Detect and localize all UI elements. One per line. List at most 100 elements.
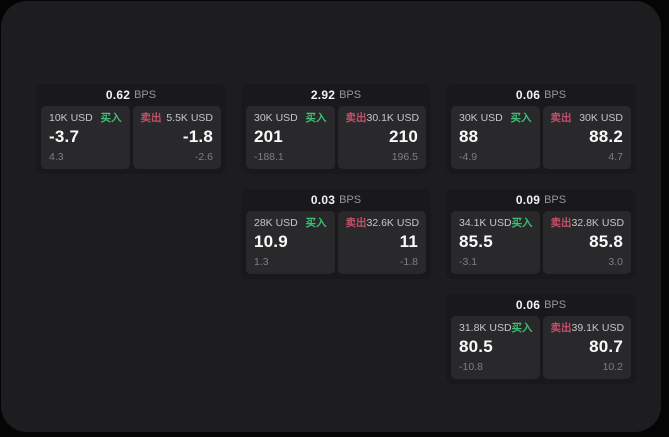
bps-value: 0.06 bbox=[515, 88, 541, 102]
sell-badge: 卖出 bbox=[550, 322, 572, 334]
buy-badge: 买入 bbox=[100, 112, 122, 124]
buy-delta: 1.3 bbox=[254, 256, 269, 268]
sell-delta: 196.5 bbox=[391, 151, 418, 163]
quote-card[interactable]: 0.62 BPS 10K USD 买入 -3.7 4.3 卖出 5.5K USD… bbox=[36, 84, 226, 174]
buy-price: 85.5 bbox=[459, 232, 493, 251]
card-body: 30K USD 买入 201 -188.1 卖出 30.1K USD 210 1… bbox=[241, 106, 431, 174]
buy-delta: -188.1 bbox=[254, 151, 284, 163]
quote-card[interactable]: 2.92 BPS 30K USD 买入 201 -188.1 卖出 30.1K … bbox=[241, 84, 431, 174]
buy-price: 88 bbox=[459, 127, 479, 146]
buy-tile-header: 10K USD 买入 bbox=[49, 112, 122, 125]
buy-badge: 买入 bbox=[511, 322, 533, 334]
sell-delta: 3.0 bbox=[608, 256, 623, 268]
buy-quote-tile[interactable]: 10K USD 买入 -3.7 4.3 bbox=[41, 106, 130, 169]
buy-delta: -3.1 bbox=[459, 256, 478, 268]
buy-quote-tile[interactable]: 30K USD 买入 201 -188.1 bbox=[246, 106, 335, 169]
buy-badge: 买入 bbox=[511, 217, 533, 229]
bps-value: 0.62 bbox=[105, 88, 131, 102]
quote-card[interactable]: 0.03 BPS 28K USD 买入 10.9 1.3 卖出 32.6K US… bbox=[241, 189, 431, 279]
buy-price: 201 bbox=[254, 127, 283, 146]
sell-tile-header: 卖出 32.6K USD bbox=[345, 217, 420, 230]
sell-amount: 30K USD bbox=[579, 112, 623, 124]
sell-amount: 5.5K USD bbox=[166, 112, 213, 124]
buy-amount: 28K USD bbox=[254, 217, 298, 229]
quote-card[interactable]: 0.06 BPS 30K USD 买入 88 -4.9 卖出 30K USD 8… bbox=[446, 84, 636, 174]
buy-quote-tile[interactable]: 31.8K USD 买入 80.5 -10.8 bbox=[451, 316, 540, 379]
sell-price: -1.8 bbox=[182, 127, 213, 146]
bps-unit: BPS bbox=[544, 194, 567, 206]
card-header: 0.62 BPS bbox=[36, 84, 226, 106]
buy-delta: -10.8 bbox=[459, 361, 483, 373]
sell-price: 210 bbox=[389, 127, 418, 146]
buy-tile-header: 30K USD 买入 bbox=[459, 112, 532, 125]
bps-value: 0.06 bbox=[515, 298, 541, 312]
bps-unit: BPS bbox=[339, 194, 362, 206]
sell-badge: 卖出 bbox=[140, 112, 162, 124]
sell-badge: 卖出 bbox=[345, 217, 367, 229]
buy-quote-tile[interactable]: 28K USD 买入 10.9 1.3 bbox=[246, 211, 335, 274]
buy-tile-header: 34.1K USD 买入 bbox=[459, 217, 533, 230]
buy-amount: 10K USD bbox=[49, 112, 93, 124]
bps-unit: BPS bbox=[339, 89, 362, 101]
bps-value: 0.09 bbox=[515, 193, 541, 207]
sell-tile-header: 卖出 5.5K USD bbox=[141, 112, 214, 125]
sell-delta: -2.6 bbox=[194, 151, 213, 163]
buy-amount: 30K USD bbox=[254, 112, 298, 124]
buy-quote-tile[interactable]: 30K USD 买入 88 -4.9 bbox=[451, 106, 540, 169]
buy-badge: 买入 bbox=[305, 217, 327, 229]
buy-amount: 31.8K USD bbox=[459, 322, 512, 334]
card-header: 0.06 BPS bbox=[446, 84, 636, 106]
buy-delta: 4.3 bbox=[49, 151, 64, 163]
card-header: 0.09 BPS bbox=[446, 189, 636, 211]
buy-amount: 30K USD bbox=[459, 112, 503, 124]
bps-value: 0.03 bbox=[310, 193, 336, 207]
sell-price: 88.2 bbox=[589, 127, 623, 146]
sell-amount: 32.8K USD bbox=[571, 217, 625, 229]
quote-card[interactable]: 0.09 BPS 34.1K USD 买入 85.5 -3.1 卖出 32.8K… bbox=[446, 189, 636, 279]
buy-tile-header: 31.8K USD 买入 bbox=[459, 322, 533, 335]
buy-price: -3.7 bbox=[49, 127, 80, 146]
card-body: 31.8K USD 买入 80.5 -10.8 卖出 39.1K USD 80.… bbox=[446, 316, 636, 384]
card-body: 10K USD 买入 -3.7 4.3 卖出 5.5K USD -1.8 -2.… bbox=[36, 106, 226, 174]
sell-amount: 30.1K USD bbox=[366, 112, 420, 124]
sell-delta: -1.8 bbox=[399, 256, 418, 268]
card-header: 0.06 BPS bbox=[446, 294, 636, 316]
bps-unit: BPS bbox=[544, 89, 567, 101]
sell-tile-header: 卖出 32.8K USD bbox=[550, 217, 625, 230]
buy-quote-tile[interactable]: 34.1K USD 买入 85.5 -3.1 bbox=[451, 211, 540, 274]
bps-unit: BPS bbox=[134, 89, 157, 101]
sell-price: 80.7 bbox=[589, 337, 623, 356]
sell-quote-tile[interactable]: 卖出 39.1K USD 80.7 10.2 bbox=[542, 316, 631, 379]
card-body: 34.1K USD 买入 85.5 -3.1 卖出 32.8K USD 85.8… bbox=[446, 211, 636, 279]
sell-price: 85.8 bbox=[589, 232, 623, 251]
sell-price: 11 bbox=[399, 232, 418, 251]
buy-tile-header: 30K USD 买入 bbox=[254, 112, 327, 125]
buy-badge: 买入 bbox=[305, 112, 327, 124]
sell-quote-tile[interactable]: 卖出 32.6K USD 11 -1.8 bbox=[337, 211, 426, 274]
bps-unit: BPS bbox=[544, 299, 567, 311]
quote-card[interactable]: 0.06 BPS 31.8K USD 买入 80.5 -10.8 卖出 39.1… bbox=[446, 294, 636, 384]
cards-grid: 0.62 BPS 10K USD 买入 -3.7 4.3 卖出 5.5K USD… bbox=[1, 1, 661, 432]
buy-amount: 34.1K USD bbox=[459, 217, 512, 229]
sell-quote-tile[interactable]: 卖出 30.1K USD 210 196.5 bbox=[337, 106, 426, 169]
sell-delta: 4.7 bbox=[608, 151, 623, 163]
sell-tile-header: 卖出 39.1K USD bbox=[550, 322, 625, 335]
sell-delta: 10.2 bbox=[602, 361, 623, 373]
sell-quote-tile[interactable]: 卖出 32.8K USD 85.8 3.0 bbox=[542, 211, 631, 274]
sell-quote-tile[interactable]: 卖出 5.5K USD -1.8 -2.6 bbox=[132, 106, 221, 169]
card-header: 2.92 BPS bbox=[241, 84, 431, 106]
buy-price: 80.5 bbox=[459, 337, 493, 356]
sell-quote-tile[interactable]: 卖出 30K USD 88.2 4.7 bbox=[542, 106, 631, 169]
buy-delta: -4.9 bbox=[459, 151, 478, 163]
sell-badge: 卖出 bbox=[345, 112, 367, 124]
card-header: 0.03 BPS bbox=[241, 189, 431, 211]
sell-badge: 卖出 bbox=[550, 217, 572, 229]
sell-badge: 卖出 bbox=[550, 112, 572, 124]
buy-badge: 买入 bbox=[510, 112, 532, 124]
card-body: 28K USD 买入 10.9 1.3 卖出 32.6K USD 11 -1.8 bbox=[241, 211, 431, 279]
sell-tile-header: 卖出 30K USD bbox=[551, 112, 624, 125]
buy-price: 10.9 bbox=[254, 232, 288, 251]
sell-amount: 39.1K USD bbox=[571, 322, 625, 334]
sell-amount: 32.6K USD bbox=[366, 217, 420, 229]
